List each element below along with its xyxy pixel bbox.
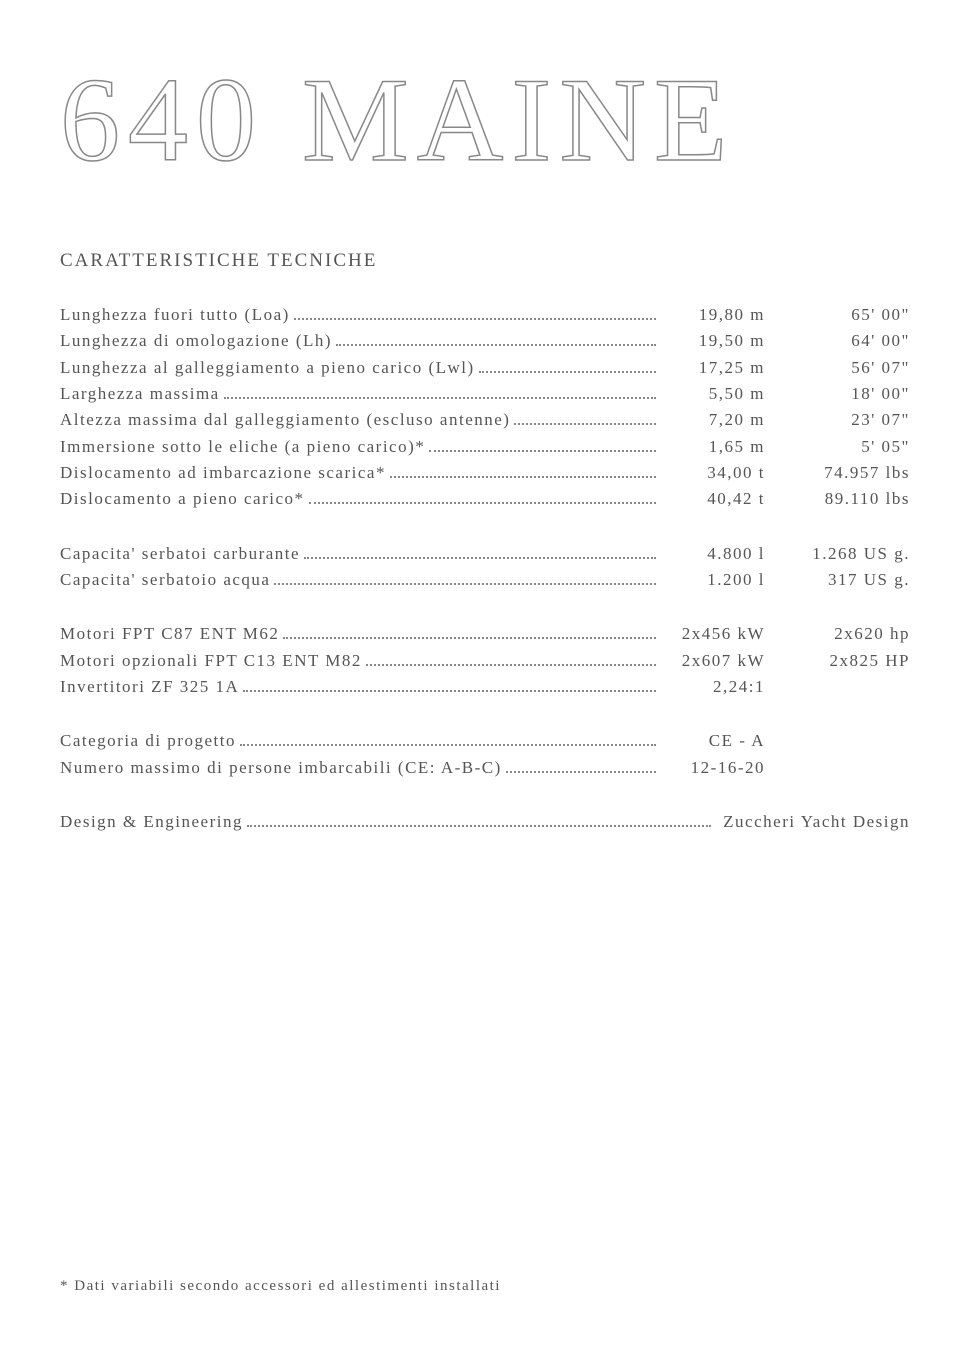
leader-dots (240, 744, 656, 746)
spec-row: Categoria di progetto CE - A (60, 728, 910, 754)
leader-dots (309, 502, 656, 504)
spec-block: Lunghezza fuori tutto (Loa) 19,80 m65' 00… (60, 302, 910, 513)
spec-value-metric: 19,50 m (660, 328, 765, 354)
spec-row: Lunghezza fuori tutto (Loa) 19,80 m65' 00… (60, 302, 910, 328)
spec-label: Immersione sotto le eliche (a pieno cari… (60, 434, 425, 460)
spec-value: Zuccheri Yacht Design (715, 809, 910, 835)
spec-label: Motori opzionali FPT C13 ENT M82 (60, 648, 362, 674)
spec-row: Capacita' serbatoio acqua 1.200 l317 US g… (60, 567, 910, 593)
spec-row: Altezza massima dal galleggiamento (escl… (60, 407, 910, 433)
leader-dots (506, 771, 656, 773)
leader-dots (243, 690, 656, 692)
spec-row: Larghezza massima 5,50 m18' 00" (60, 381, 910, 407)
spec-label: Dislocamento a pieno carico* (60, 486, 305, 512)
spec-row: Invertitori ZF 325 1A 2,24:1 (60, 674, 910, 700)
leader-dots (514, 423, 656, 425)
spec-row: Motori opzionali FPT C13 ENT M82 2x607 kW… (60, 648, 910, 674)
spec-label: Categoria di progetto (60, 728, 236, 754)
spec-label: Lunghezza di omologazione (Lh) (60, 328, 332, 354)
spec-value-metric: 1.200 l (660, 567, 765, 593)
spec-value-imperial: 65' 00" (765, 302, 910, 328)
spec-row: Lunghezza di omologazione (Lh) 19,50 m64'… (60, 328, 910, 354)
spec-row: Capacita' serbatoi carburante 4.800 l1.26… (60, 541, 910, 567)
spec-value-metric: 7,20 m (660, 407, 765, 433)
spec-label: Lunghezza fuori tutto (Loa) (60, 302, 290, 328)
spec-row: Motori FPT C87 ENT M62 2x456 kW2x620 hp (60, 621, 910, 647)
spec-block: Design & Engineering Zuccheri Yacht Desig… (60, 809, 910, 835)
spec-label: Altezza massima dal galleggiamento (escl… (60, 407, 510, 433)
leader-dots (366, 664, 656, 666)
spec-block: Motori FPT C87 ENT M622x456 kW2x620 hpMo… (60, 621, 910, 700)
spec-value-metric: 2,24:1 (660, 674, 765, 700)
leader-dots (479, 371, 656, 373)
spec-value-imperial: 2x825 HP (765, 648, 910, 674)
spec-label: Dislocamento ad imbarcazione scarica* (60, 460, 386, 486)
spec-value-imperial: 64' 00" (765, 328, 910, 354)
specs-container: Lunghezza fuori tutto (Loa) 19,80 m65' 00… (60, 302, 910, 836)
leader-dots (336, 344, 656, 346)
leader-dots (283, 637, 656, 639)
spec-value-metric: 34,00 t (660, 460, 765, 486)
section-heading: CARATTERISTICHE TECNICHE (60, 250, 910, 272)
spec-value-metric: 17,25 m (660, 355, 765, 381)
spec-value-metric: 1,65 m (660, 434, 765, 460)
spec-value-imperial: 89.110 lbs (765, 486, 910, 512)
spec-label: Invertitori ZF 325 1A (60, 674, 239, 700)
spec-row: Immersione sotto le eliche (a pieno cari… (60, 434, 910, 460)
spec-label: Capacita' serbatoi carburante (60, 541, 300, 567)
spec-row: Design & Engineering Zuccheri Yacht Desig… (60, 809, 910, 835)
spec-label: Numero massimo di persone imbarcabili (C… (60, 755, 502, 781)
footnote: * Dati variabili secondo accessori ed al… (60, 1278, 501, 1295)
spec-value-imperial: 5' 05" (765, 434, 910, 460)
spec-value-metric: 40,42 t (660, 486, 765, 512)
spec-label: Motori FPT C87 ENT M62 (60, 621, 279, 647)
spec-value-metric: 5,50 m (660, 381, 765, 407)
spec-value-imperial: 317 US g. (765, 567, 910, 593)
spec-value-imperial: 23' 07" (765, 407, 910, 433)
spec-block: Capacita' serbatoi carburante 4.800 l1.26… (60, 541, 910, 594)
spec-value-imperial: 56' 07" (765, 355, 910, 381)
spec-value-metric: 12-16-20 (660, 755, 765, 781)
spec-row: Dislocamento a pieno carico* 40,42 t89.11… (60, 486, 910, 512)
model-title: 640 MAINE (60, 60, 910, 180)
leader-dots (224, 397, 656, 399)
spec-label: Capacita' serbatoio acqua (60, 567, 270, 593)
leader-dots (304, 557, 656, 559)
spec-block: Categoria di progetto CE - A Numero massim… (60, 728, 910, 781)
leader-dots (294, 318, 656, 320)
spec-row: Dislocamento ad imbarcazione scarica* 34,… (60, 460, 910, 486)
leader-dots (247, 825, 711, 827)
spec-value-imperial: 74.957 lbs (765, 460, 910, 486)
spec-value-imperial: 2x620 hp (765, 621, 910, 647)
leader-dots (274, 583, 656, 585)
spec-label: Larghezza massima (60, 381, 220, 407)
spec-label: Design & Engineering (60, 809, 243, 835)
spec-value-metric: CE - A (660, 728, 765, 754)
spec-value-metric: 2x607 kW (660, 648, 765, 674)
spec-label: Lunghezza al galleggiamento a pieno cari… (60, 355, 475, 381)
spec-row: Lunghezza al galleggiamento a pieno cari… (60, 355, 910, 381)
spec-value-metric: 19,80 m (660, 302, 765, 328)
spec-value-metric: 4.800 l (660, 541, 765, 567)
spec-value-imperial: 1.268 US g. (765, 541, 910, 567)
spec-value-imperial: 18' 00" (765, 381, 910, 407)
spec-value-metric: 2x456 kW (660, 621, 765, 647)
spec-row: Numero massimo di persone imbarcabili (C… (60, 755, 910, 781)
leader-dots (390, 476, 656, 478)
leader-dots (429, 450, 656, 452)
